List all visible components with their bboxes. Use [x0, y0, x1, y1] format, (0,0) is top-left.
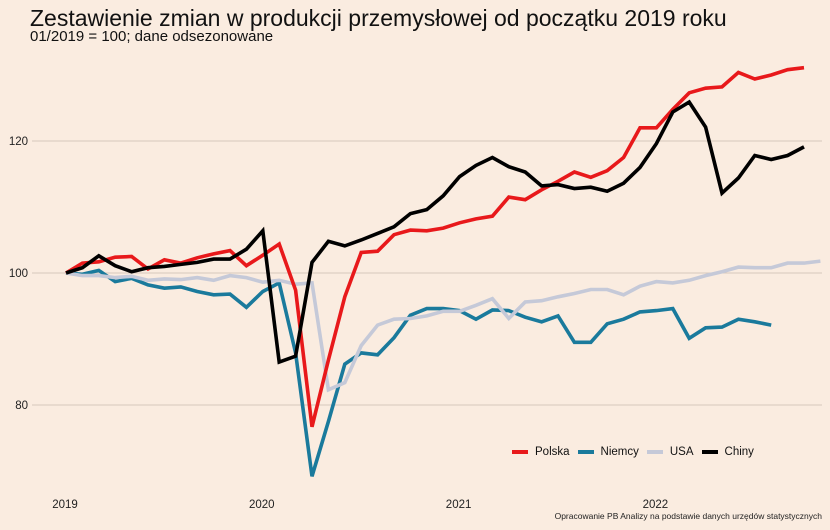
series-line-niemcy [65, 268, 772, 477]
series-line-usa [65, 259, 821, 393]
legend-label: Niemcy [600, 446, 639, 458]
legend-label: Chiny [724, 446, 754, 458]
x-tick-label: 2020 [249, 499, 275, 511]
source-caption: Opracowanie PB Analizy na podstawie dany… [554, 511, 822, 521]
y-axis-ticks: 80 100 120 [9, 136, 28, 412]
series-line-polska [65, 65, 805, 428]
y-tick-label: 120 [9, 136, 28, 148]
legend-item-niemcy: Niemcy [577, 446, 639, 458]
legend-swatch [577, 450, 594, 454]
series-lines [65, 65, 821, 477]
chart-title: Zestawienie zmian w produkcji przemysłow… [30, 5, 727, 31]
legend-swatch [646, 450, 663, 454]
legend-label: USA [669, 446, 694, 458]
legend-swatch [701, 450, 718, 454]
legend-item-usa: USA [646, 446, 694, 458]
x-tick-label: 2021 [446, 499, 472, 511]
x-axis-ticks: 2019 2020 2021 2022 [52, 499, 668, 511]
chart-subtitle: 01/2019 = 100; dane odsezonowane [30, 28, 274, 45]
y-tick-label: 100 [9, 268, 28, 280]
x-tick-label: 2019 [52, 499, 78, 511]
x-tick-label: 2022 [643, 499, 669, 511]
legend-swatch [512, 450, 528, 454]
legend-item-chiny: Chiny [701, 446, 754, 458]
legend: Polska Niemcy USA Chiny [512, 446, 762, 458]
series-line-chiny [65, 99, 805, 365]
legend-label: Polska [535, 446, 570, 458]
y-tick-label: 80 [15, 400, 28, 412]
gridlines [32, 140, 822, 406]
legend-item-polska: Polska [512, 446, 570, 458]
